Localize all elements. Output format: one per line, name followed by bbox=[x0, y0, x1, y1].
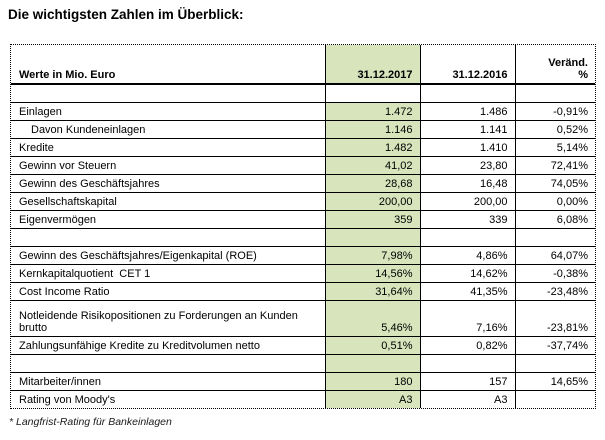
col-header-veraend-line1: Veränd. bbox=[548, 57, 588, 69]
table-row-cet1: Kernkapitalquotient CET 1 14,56% 14,62% … bbox=[11, 264, 595, 283]
value-2016 bbox=[420, 354, 516, 373]
value-change: -0,38% bbox=[515, 264, 595, 283]
value-2017: 1.146 bbox=[325, 120, 421, 139]
value-2017: 180 bbox=[325, 372, 421, 391]
row-label: Davon Kundeneinlagen bbox=[11, 120, 326, 139]
table-row-kundeneinlagen: Davon Kundeneinlagen 1.146 1.141 0,52% bbox=[11, 120, 595, 139]
value-2016: 339 bbox=[420, 210, 516, 229]
row-label: Gewinn des Geschäftsjahres/Eigenkapital … bbox=[11, 246, 326, 265]
row-label: Kredite bbox=[11, 138, 326, 157]
value-2017: 14,56% bbox=[325, 264, 421, 283]
table-row-kredite: Kredite 1.482 1.410 5,14% bbox=[11, 138, 595, 157]
value-change: -0,91% bbox=[515, 102, 595, 121]
value-2017 bbox=[325, 354, 421, 373]
value-change bbox=[515, 84, 595, 103]
row-label bbox=[11, 354, 326, 373]
value-2017: 1.482 bbox=[325, 138, 421, 157]
table-row-gewinn-vor-steuern: Gewinn vor Steuern 41,02 23,80 72,41% bbox=[11, 156, 595, 175]
value-2016 bbox=[420, 84, 516, 103]
row-label: Gewinn des Geschäftsjahres bbox=[11, 174, 326, 193]
table-row-mitarbeiter: Mitarbeiter/innen 180 157 14,65% bbox=[11, 372, 595, 391]
value-2016: 1.486 bbox=[420, 102, 516, 121]
value-2017: 359 bbox=[325, 210, 421, 229]
value-2016: 41,35% bbox=[420, 282, 516, 301]
value-2016: 7,16% bbox=[420, 300, 516, 337]
value-2016: 4,86% bbox=[420, 246, 516, 265]
table-row-einlagen: Einlagen 1.472 1.486 -0,91% bbox=[11, 102, 595, 121]
row-label: Zahlungsunfähige Kredite zu Kreditvolume… bbox=[11, 336, 326, 355]
value-2016: 0,82% bbox=[420, 336, 516, 355]
value-2017 bbox=[325, 228, 421, 247]
value-2017: 7,98% bbox=[325, 246, 421, 265]
col-header-2017: 31.12.2017 bbox=[325, 45, 421, 85]
col-header-werte: Werte in Mio. Euro bbox=[11, 45, 326, 85]
value-2016: 157 bbox=[420, 372, 516, 391]
value-2017: 200,00 bbox=[325, 192, 421, 211]
row-label: Gewinn vor Steuern bbox=[11, 156, 326, 175]
footnote: * Langfrist-Rating für Bankeinlagen bbox=[9, 416, 172, 428]
value-2017: 41,02 bbox=[325, 156, 421, 175]
row-label bbox=[11, 84, 326, 103]
value-change bbox=[515, 354, 595, 373]
table-row-rating-moodys: Rating von Moody's A3 A3 bbox=[11, 390, 595, 408]
value-change: 6,08% bbox=[515, 210, 595, 229]
key-figures-table: Werte in Mio. Euro 31.12.2017 31.12.2016… bbox=[10, 44, 596, 409]
row-label: Mitarbeiter/innen bbox=[11, 372, 326, 391]
value-2017: 5,46% bbox=[325, 300, 421, 337]
value-change: 72,41% bbox=[515, 156, 595, 175]
col-header-veraend: Veränd. % bbox=[515, 45, 595, 85]
spacer-row bbox=[11, 84, 595, 103]
value-2016: 1.141 bbox=[420, 120, 516, 139]
value-change: 5,14% bbox=[515, 138, 595, 157]
value-change: 64,07% bbox=[515, 246, 595, 265]
value-2016: A3 bbox=[420, 390, 516, 408]
value-2017: A3 bbox=[325, 390, 421, 408]
value-change bbox=[515, 228, 595, 247]
value-2016: 16,48 bbox=[420, 174, 516, 193]
table-row-gewinn-geschaeftsjahr: Gewinn des Geschäftsjahres 28,68 16,48 7… bbox=[11, 174, 595, 193]
value-2016: 23,80 bbox=[420, 156, 516, 175]
table-row-zahlungsunfaehige-kredite: Zahlungsunfähige Kredite zu Kreditvolume… bbox=[11, 336, 595, 355]
spacer-row bbox=[11, 228, 595, 247]
row-label: Rating von Moody's bbox=[11, 390, 326, 408]
table-row-gesellschaftskapital: Gesellschaftskapital 200,00 200,00 0,00% bbox=[11, 192, 595, 211]
value-2017: 0,51% bbox=[325, 336, 421, 355]
value-2016: 200,00 bbox=[420, 192, 516, 211]
row-label: Kernkapitalquotient CET 1 bbox=[11, 264, 326, 283]
row-label bbox=[11, 228, 326, 247]
value-2017: 31,64% bbox=[325, 282, 421, 301]
value-2017: 1.472 bbox=[325, 102, 421, 121]
value-change: -23,48% bbox=[515, 282, 595, 301]
value-change: 0,52% bbox=[515, 120, 595, 139]
table-header-row: Werte in Mio. Euro 31.12.2017 31.12.2016… bbox=[11, 45, 595, 85]
value-change: 74,05% bbox=[515, 174, 595, 193]
value-change: 0,00% bbox=[515, 192, 595, 211]
spacer-row bbox=[11, 354, 595, 373]
page-title: Die wichtigsten Zahlen im Überblick: bbox=[8, 7, 244, 22]
value-change: -37,74% bbox=[515, 336, 595, 355]
table-row-cost-income-ratio: Cost Income Ratio 31,64% 41,35% -23,48% bbox=[11, 282, 595, 301]
col-header-veraend-line2: % bbox=[578, 69, 588, 81]
col-header-2016: 31.12.2016 bbox=[420, 45, 516, 85]
value-change: 14,65% bbox=[515, 372, 595, 391]
value-2016: 14,62% bbox=[420, 264, 516, 283]
table-row-eigenvermoegen: Eigenvermögen 359 339 6,08% bbox=[11, 210, 595, 229]
value-change: -23,81% bbox=[515, 300, 595, 337]
row-label: Cost Income Ratio bbox=[11, 282, 326, 301]
value-2017 bbox=[325, 84, 421, 103]
row-label: Notleidende Risikopositionen zu Forderun… bbox=[11, 300, 326, 337]
row-label: Einlagen bbox=[11, 102, 326, 121]
value-2017: 28,68 bbox=[325, 174, 421, 193]
table-row-roe: Gewinn des Geschäftsjahres/Eigenkapital … bbox=[11, 246, 595, 265]
value-2016 bbox=[420, 228, 516, 247]
row-label: Eigenvermögen bbox=[11, 210, 326, 229]
row-label: Gesellschaftskapital bbox=[11, 192, 326, 211]
value-change bbox=[515, 390, 595, 408]
value-2016: 1.410 bbox=[420, 138, 516, 157]
table-row-notleidende-risikopositionen: Notleidende Risikopositionen zu Forderun… bbox=[11, 300, 595, 337]
